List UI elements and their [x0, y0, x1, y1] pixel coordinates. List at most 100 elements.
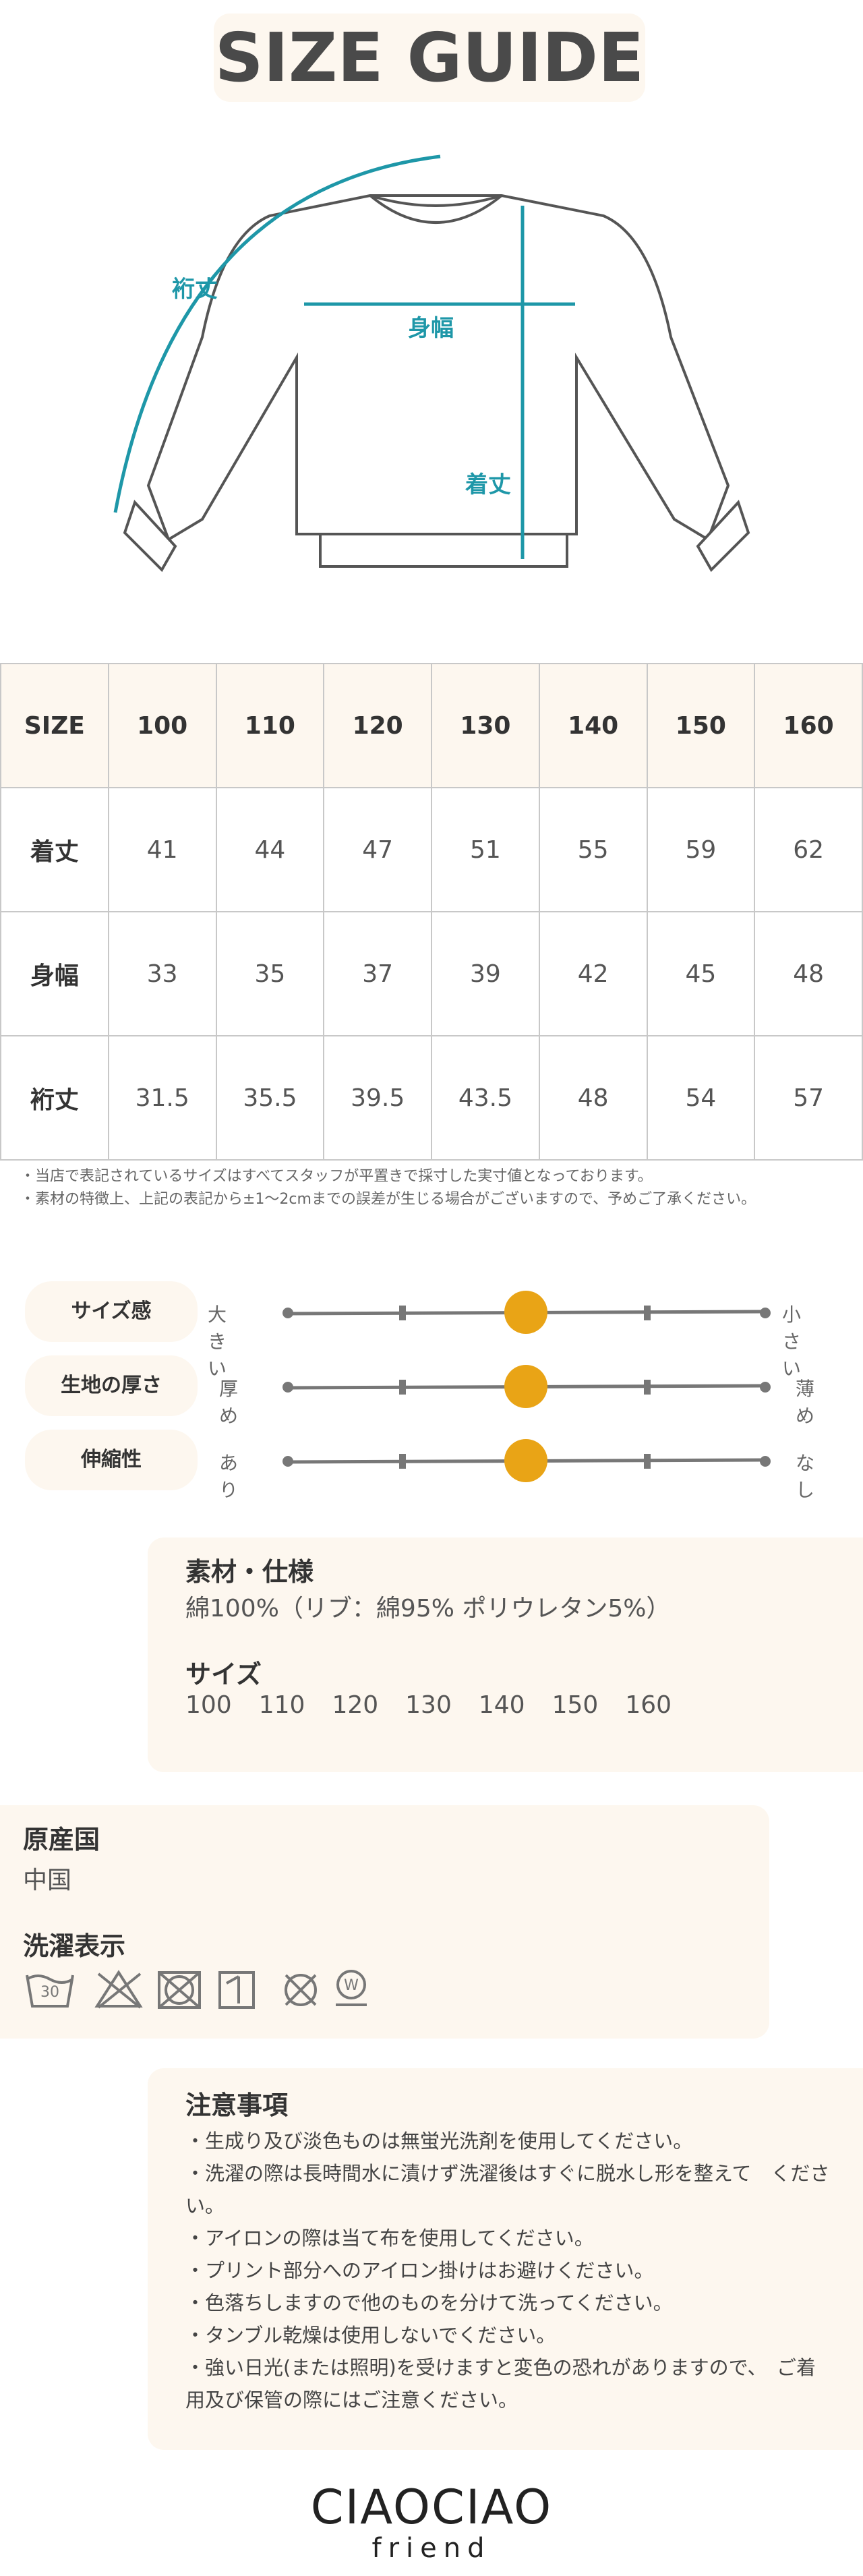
cell: 47	[323, 787, 433, 912]
header-cell: 130	[431, 663, 540, 788]
svg-text:W: W	[344, 1977, 359, 1994]
step	[644, 1454, 651, 1469]
step	[399, 1380, 406, 1395]
notice-list: ・生成り及び淡色ものは無蛍光洗剤を使用してください。・洗濯の際は長時間水に漬けず…	[185, 2125, 833, 2416]
notice-item: ・強い日光(または照明)を受けますと変色の恐れがありますので、 ご着用及び保管の…	[185, 2356, 816, 2411]
slider-right: 薄め	[796, 1378, 818, 1427]
size: 160	[625, 1691, 672, 1719]
header-cell: 110	[215, 663, 325, 788]
cell: 31.5	[107, 1035, 217, 1161]
header-cell: 160	[754, 663, 863, 788]
header-cell: 140	[538, 663, 648, 788]
notice-title: 注意事項	[185, 2090, 289, 2120]
end-dot	[760, 1308, 771, 1318]
slider-track	[282, 1365, 771, 1408]
cell: 37	[323, 911, 433, 1036]
note: ・素材の特徴上、上記の表記から±1〜2cmまでの誤差が生じる場合がございますので…	[20, 1191, 756, 1208]
notice-item: ・色落ちしますので他のものを分けて洗ってください。	[185, 2291, 673, 2314]
row-label: 身幅	[0, 911, 109, 1036]
cell: 41	[107, 787, 217, 912]
label-sleeve: 裄丈	[172, 276, 218, 303]
cell: 42	[538, 911, 648, 1036]
header-cell: 120	[323, 663, 433, 788]
label-length: 着丈	[465, 471, 511, 498]
cell: 44	[215, 787, 325, 912]
cell: 39.5	[323, 1035, 433, 1161]
knob	[504, 1365, 547, 1408]
end-dot	[282, 1382, 293, 1393]
note: ・当店で表記されているサイズはすべてスタッフが平置きで採寸した実寸値となっており…	[20, 1168, 653, 1185]
origin-title: 原産国	[23, 1825, 100, 1854]
end-dot	[282, 1456, 293, 1467]
knob	[504, 1291, 547, 1334]
row-label: 裄丈	[0, 1035, 109, 1161]
size: 120	[332, 1691, 379, 1719]
step	[399, 1306, 406, 1320]
wash-temp: 30	[40, 1984, 59, 2001]
slider-track	[282, 1291, 771, 1334]
cell: 51	[431, 787, 540, 912]
size: 110	[258, 1691, 305, 1719]
row-label: 着丈	[0, 787, 109, 912]
row: 身幅 33 35 37 39 42 45 48	[0, 911, 863, 1036]
slider-left: あり	[219, 1452, 241, 1501]
cell: 62	[754, 787, 863, 912]
size: 140	[478, 1691, 525, 1719]
cell: 57	[754, 1035, 863, 1161]
size: 150	[552, 1691, 599, 1719]
slider-left: 厚め	[219, 1378, 241, 1427]
cell: 45	[646, 911, 756, 1036]
notice-item: ・アイロンの際は当て布を使用してください。	[185, 2227, 594, 2250]
size-table: SIZE 100 110 120 130 140 150 160 着丈 41 44 47 51 55 59 6…	[0, 663, 863, 1161]
slider-left: 大きい	[208, 1304, 230, 1380]
row: 着丈 41 44 47 51 55 59 62	[0, 787, 863, 912]
header-cell: SIZE	[0, 663, 109, 788]
slider-track	[282, 1439, 771, 1482]
notice-item: ・洗濯の際は長時間水に漬けず洗濯後はすぐに脱水し形を整えて ください。	[185, 2162, 830, 2217]
size: 130	[405, 1691, 452, 1719]
logo-sub: friend	[371, 2533, 492, 2564]
notice-item: ・プリント部分へのアイロン掛けはお避けください。	[185, 2259, 654, 2282]
cell: 54	[646, 1035, 756, 1161]
measure-arrows	[113, 154, 575, 559]
logo-brand: CIAOCIAO	[310, 2480, 553, 2535]
material-title: 素材・仕様	[185, 1557, 314, 1587]
material-box: 素材・仕様 綿100%（リブ：綿95% ポリウレタン5%） サイズ 100 110…	[148, 1538, 863, 1772]
end-dot	[760, 1382, 771, 1393]
cell: 35	[215, 911, 325, 1036]
notice-box: 注意事項 ・生成り及び淡色ものは無蛍光洗剤を使用してください。・洗濯の際は長時間…	[148, 2068, 863, 2450]
sweater-illustration: 裄丈 身幅 着丈	[113, 154, 750, 573]
size: 100	[185, 1691, 232, 1719]
size-title: サイズ	[185, 1660, 262, 1689]
material-text: 綿100%（リブ：綿95% ポリウレタン5%）	[185, 1595, 671, 1622]
end-dot	[760, 1456, 771, 1467]
label-width: 身幅	[408, 315, 454, 342]
logo: CIAOCIAO friend	[0, 2482, 863, 2564]
step	[399, 1454, 406, 1469]
size-list: 100 110 120 130 140 150 160	[185, 1691, 672, 1719]
origin-text: 中国	[23, 1867, 72, 1894]
slider-label: 伸縮性	[25, 1430, 198, 1490]
end-dot	[282, 1308, 293, 1318]
cell: 33	[107, 911, 217, 1036]
cell: 35.5	[215, 1035, 325, 1161]
title: SIZE GUIDE	[214, 13, 645, 102]
cell: 55	[538, 787, 648, 912]
slider-right: 小さい	[782, 1304, 804, 1380]
cell: 48	[538, 1035, 648, 1161]
care-icons: 30 W	[26, 1970, 367, 2009]
cell: 39	[431, 911, 540, 1036]
cell: 59	[646, 787, 756, 912]
cell: 48	[754, 911, 863, 1036]
header-cell: 100	[107, 663, 217, 788]
header-row: SIZE 100 110 120 130 140 150 160	[0, 663, 863, 788]
knob	[504, 1439, 547, 1482]
step	[644, 1380, 651, 1395]
notes: ・当店で表記されているサイズはすべてスタッフが平置きで採寸した実寸値となっており…	[20, 1165, 843, 1211]
header-cell: 150	[646, 663, 756, 788]
sweater	[123, 194, 750, 573]
slider-label: サイズ感	[25, 1281, 198, 1342]
notice-item: ・生成り及び淡色ものは無蛍光洗剤を使用してください。	[185, 2130, 693, 2153]
notice-item: ・タンブル乾燥は使用しないでください。	[185, 2324, 556, 2347]
